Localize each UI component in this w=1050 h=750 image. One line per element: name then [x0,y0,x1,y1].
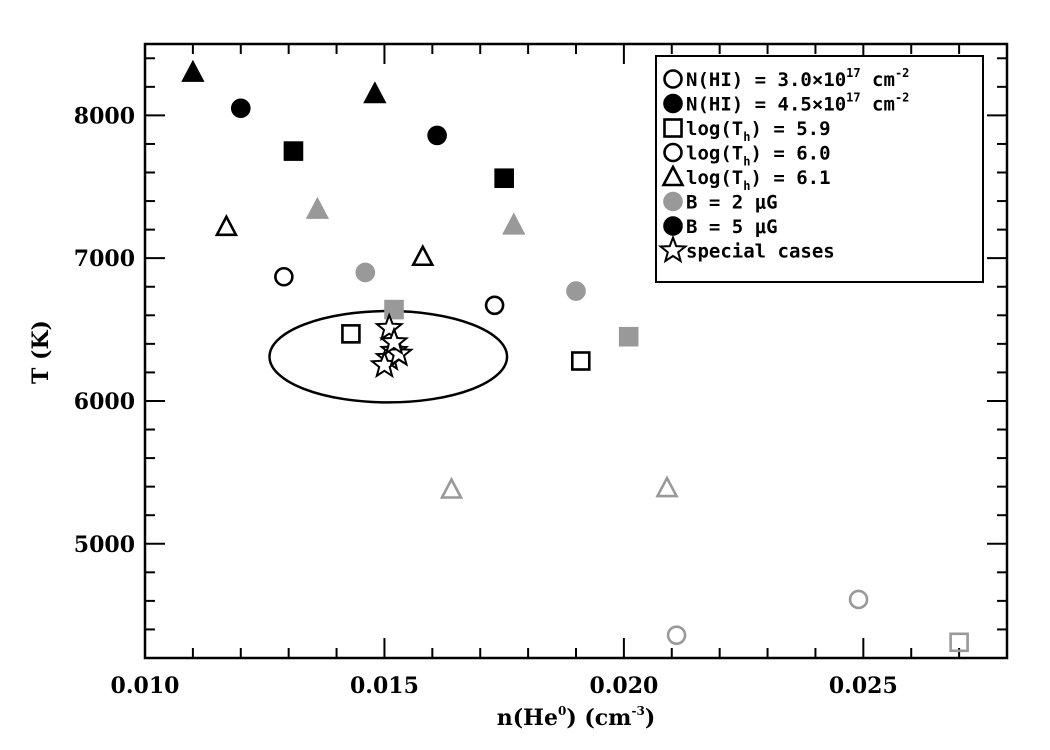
data-point-triangle [411,243,435,267]
x-tick-label: 0.015 [350,673,419,699]
y-axis-title: T (K) [28,320,54,384]
y-tick-label: 8000 [74,103,135,129]
legend-box [655,55,984,283]
legend-marker-triangle [661,164,685,187]
data-point-square [618,326,639,347]
data-point-square [570,351,591,371]
data-point-triangle [305,196,330,219]
y-tick-label: 7000 [74,246,135,272]
data-point-circle [355,262,376,283]
x-tick-label: 0.010 [111,673,180,699]
legend: N(HI) = 3.0×1017 cm-2N(HI) = 4.5×1017 cm… [655,55,984,283]
data-point-star [374,312,405,341]
y-tick-label: 6000 [74,389,135,415]
data-point-star [379,326,410,356]
legend-label: B = 2 μG [686,192,778,214]
legend-label: log(Th) = 5.9 [686,118,831,144]
legend-marker-circle [663,191,683,212]
data-point-square [494,168,514,189]
data-point-square [283,141,304,161]
legend-label: B = 5 μG [686,216,778,238]
data-point-circle [848,589,869,610]
data-point-circle [566,281,586,301]
legend-label: log(Th) = 6.1 [686,167,831,193]
x-tick-label: 0.025 [829,673,898,699]
legend-label: log(Th) = 6.0 [686,143,831,169]
legend-marker-star [657,234,689,264]
data-point-square [341,324,361,344]
legend-marker-circle [663,93,683,114]
legend-label: N(HI) = 3.0×1017 cm-2 [686,66,909,91]
legend-marker-circle [663,216,683,236]
data-point-circle [427,125,447,146]
data-point-triangle [363,81,387,104]
data-point-triangle [502,212,526,235]
x-tick-label: 0.020 [589,673,658,699]
data-point-circle [484,295,505,316]
data-point-triangle [655,475,679,498]
legend-label: N(HI) = 4.5×1017 cm-2 [686,91,909,116]
data-point-triangle [181,59,205,82]
data-point-circle [666,625,687,645]
data-point-circle [274,266,294,287]
legend-marker-circle [663,142,683,163]
data-point-square [384,299,404,320]
x-axis-title: n(He0) (cm-3) [497,704,655,731]
y-tick-label: 5000 [74,532,135,558]
legend-marker-square [663,118,683,138]
data-points [181,59,969,653]
axis-ticks [144,44,1008,659]
data-point-triangle [214,213,239,237]
legend-label: special cases [686,241,835,263]
legend-marker-circle [663,69,683,89]
tick-labels: 0.010 0.015 0.020 0.025 5000 6000 7000 8000 [74,103,898,699]
data-point-square [949,632,969,653]
data-point-triangle [439,476,464,499]
data-point-circle [230,98,251,119]
